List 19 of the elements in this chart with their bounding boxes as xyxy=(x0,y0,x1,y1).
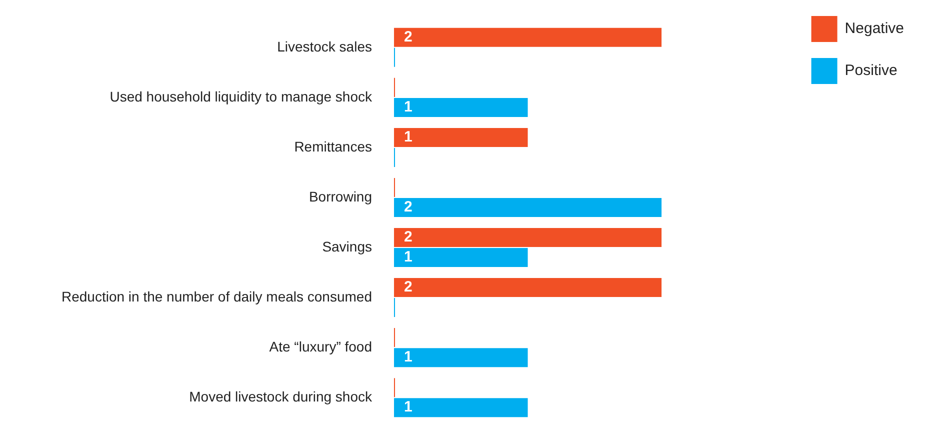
legend-label: Negative xyxy=(844,20,904,38)
data-label: 2 xyxy=(404,198,412,216)
y-tick-label: Livestock sales xyxy=(277,38,372,54)
y-tick-label: Used household liquidity to manage shock xyxy=(110,88,373,104)
y-tick-label: Borrowing xyxy=(308,188,372,204)
y-tick-label: Reduction in the number of daily meals consumed xyxy=(61,288,372,304)
data-label: 2 xyxy=(404,228,412,246)
data-label: 1 xyxy=(404,98,412,116)
data-label: 2 xyxy=(404,28,412,46)
y-tick-label: Ate “luxury” food xyxy=(269,338,372,354)
y-tick-label: Moved livestock during shock xyxy=(189,388,373,404)
data-label: 1 xyxy=(404,348,412,366)
data-label: 1 xyxy=(404,248,412,266)
data-label: 1 xyxy=(404,128,412,146)
data-label: 2 xyxy=(404,278,412,296)
y-tick-label: Savings xyxy=(322,238,372,254)
data-label: 1 xyxy=(404,398,412,416)
legend-label: Positive xyxy=(844,62,898,80)
y-tick-label: Remittances xyxy=(294,138,372,154)
